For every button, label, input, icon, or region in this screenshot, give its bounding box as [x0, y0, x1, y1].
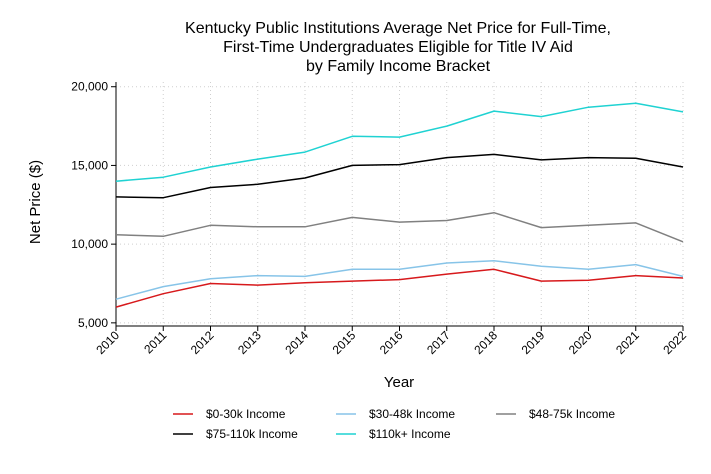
gridlines — [115, 82, 684, 326]
series-line-4 — [115, 153, 684, 199]
legend-label-3: $48-75k Income — [529, 407, 615, 421]
x-axis-title: Year — [384, 374, 414, 391]
series-line-2 — [115, 259, 684, 300]
legend: $0-30k Income $30-48k Income $48-75k Incom… — [173, 407, 615, 441]
x-tick-label: 2016 — [377, 328, 406, 357]
y-tick-label: 20,000 — [71, 80, 108, 94]
x-tick-label: 2017 — [424, 328, 453, 357]
x-tick-label: 2018 — [471, 328, 500, 357]
axes: 2010 2011 2012 2013 2014 2015 2016 2017 2018 2019… — [71, 80, 689, 357]
x-tick-label: 2011 — [141, 328, 169, 356]
x-tick-label: 2014 — [282, 328, 311, 357]
chart-title-line-1: Kentucky Public Institutions Average Net… — [185, 20, 611, 37]
series-line-3 — [115, 211, 684, 243]
y-tick-label: 10,000 — [71, 237, 108, 251]
x-tick-label: 2021 — [613, 328, 642, 357]
y-axis-title: Net Price ($) — [27, 160, 44, 244]
chart-title-line-2: First-Time Undergraduates Eligible for T… — [223, 39, 573, 56]
chart-title-line-3: by Family Income Bracket — [306, 58, 491, 75]
y-tick-label: 5,000 — [78, 316, 108, 330]
x-tick-label: 2022 — [660, 328, 689, 357]
legend-label-4: $75-110k Income — [206, 427, 298, 441]
x-tick-label: 2019 — [519, 328, 548, 357]
series-line-1 — [115, 268, 684, 308]
series-line-5 — [115, 102, 684, 182]
data-series — [115, 102, 684, 308]
x-tick-label: 2012 — [188, 328, 217, 357]
legend-label-5: $110k+ Income — [369, 427, 451, 441]
legend-label-2: $30-48k Income — [369, 407, 455, 421]
x-tick-label: 2020 — [566, 328, 595, 357]
legend-label-1: $0-30k Income — [206, 407, 286, 421]
y-tick-label: 15,000 — [71, 158, 108, 172]
chart-title: Kentucky Public Institutions Average Net… — [185, 20, 611, 75]
x-tick-label: 2015 — [330, 328, 359, 357]
x-tick-label: 2010 — [93, 328, 122, 357]
x-tick-label: 2013 — [235, 328, 264, 357]
